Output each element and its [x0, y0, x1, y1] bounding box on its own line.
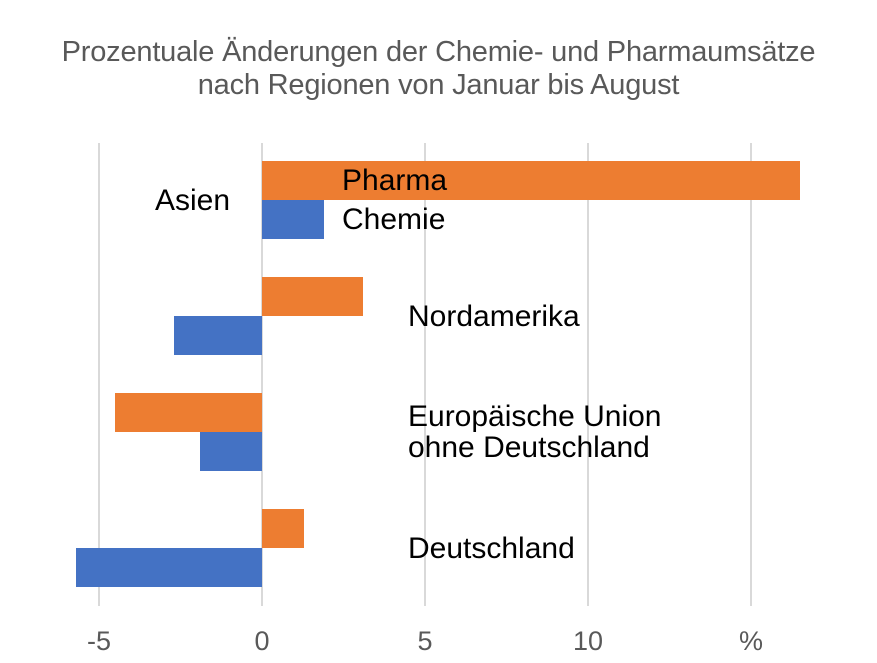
bar-chemie-deutschland: [76, 548, 262, 587]
category-label-line: Deutschland: [408, 531, 575, 565]
category-label-line: Europäische Union: [408, 400, 662, 433]
chart-title: Prozentuale Änderungen der Chemie- und P…: [0, 36, 877, 102]
tick-label-pct: %: [738, 626, 764, 656]
category-label-europ-ische-union-ohne-deutschland: Europäische Union ohne Deutschland: [408, 401, 662, 463]
bar-chemie-nordamerika: [173, 316, 262, 355]
category-label-line: Nordamerika: [408, 299, 580, 333]
series-label-chemie: Chemie: [342, 202, 446, 236]
tick-label-10: 10: [572, 626, 604, 656]
gridline-pct: [750, 143, 752, 606]
gridline-0: [261, 143, 263, 606]
category-label-nordamerika: Nordamerika: [408, 301, 580, 332]
bar-pharma-nordamerika: [262, 277, 364, 316]
bar-pharma-europ-ische-union-ohne-deutschland: [115, 393, 262, 432]
tick-label-0: 0: [254, 626, 270, 656]
bar-chemie-europ-ische-union-ohne-deutschland: [200, 432, 262, 471]
bar-chemie-asien: [262, 200, 324, 239]
gridline-10: [587, 143, 589, 606]
category-label-asien: Asien: [155, 185, 230, 216]
bar-pharma-deutschland: [262, 509, 305, 548]
gridline-5: [424, 143, 426, 606]
series-label-pharma: Pharma: [342, 163, 448, 197]
chart-title-line2: nach Regionen von Januar bis August: [197, 69, 680, 101]
category-label-line: Asien: [154, 183, 230, 217]
category-label-deutschland: Deutschland: [408, 533, 575, 564]
tick-label--5: -5: [86, 626, 112, 656]
chart-title-line1: Prozentuale Änderungen der Chemie- und P…: [61, 36, 816, 68]
gridline--5: [98, 143, 100, 606]
category-label-line: ohne Deutschland: [408, 431, 650, 464]
bar-pharma-asien: [262, 161, 800, 200]
tick-label-5: 5: [417, 626, 433, 656]
